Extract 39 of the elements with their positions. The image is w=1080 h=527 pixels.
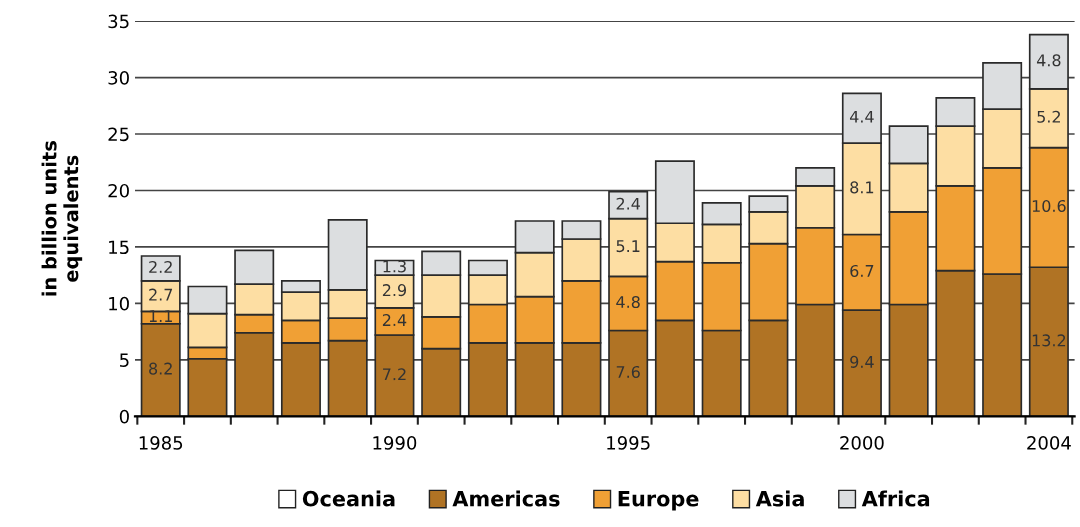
data-label: 9.4 (850, 355, 874, 368)
data-label: 5.2 (1037, 110, 1060, 123)
y-tick-label: 20 (108, 183, 129, 198)
data-label: 1.3 (383, 260, 406, 273)
x-tick-label: 2000 (840, 436, 884, 450)
y-tick-label: 0 (119, 409, 129, 424)
data-label: 5.1 (616, 240, 640, 253)
legend-label: Africa (861, 490, 930, 507)
data-label: 13.2 (1032, 334, 1066, 347)
data-label: 8.2 (149, 362, 172, 375)
data-label: 8.1 (850, 181, 874, 194)
data-label: 2.2 (149, 260, 172, 273)
y-axis-title: in billion units equivalents (41, 141, 83, 296)
legend-label: Oceania (302, 490, 395, 507)
x-tick-label: 1990 (373, 436, 417, 450)
y-tick-label: 15 (109, 240, 129, 255)
y-tick-label: 25 (108, 127, 129, 142)
data-label: 2.4 (616, 197, 640, 210)
data-label: 2.9 (382, 284, 407, 297)
y-tick-label: 5 (120, 353, 129, 367)
y-tick-label: 10 (109, 296, 129, 311)
x-tick-label: 2004 (1027, 436, 1071, 450)
x-tick-label: 1985 (139, 436, 183, 450)
y-tick-label: 35 (108, 14, 129, 29)
data-label: 4.8 (1036, 54, 1061, 67)
x-tick-label: 1995 (607, 436, 650, 450)
data-label: 7.6 (616, 365, 640, 379)
data-label: 2.7 (149, 288, 173, 301)
data-label: 7.2 (383, 368, 406, 381)
legend-label: Asia (755, 490, 804, 507)
data-label: 2.4 (382, 314, 407, 326)
data-label: 6.7 (850, 264, 874, 277)
legend-label: Europe (618, 491, 699, 511)
y-tick-label: 30 (108, 71, 129, 85)
data-label: 4.8 (616, 295, 640, 309)
data-label: 4.4 (849, 110, 874, 123)
data-label: 1.1 (149, 310, 172, 322)
legend-label: Americas (452, 490, 560, 507)
data-label: 10.6 (1032, 199, 1066, 213)
